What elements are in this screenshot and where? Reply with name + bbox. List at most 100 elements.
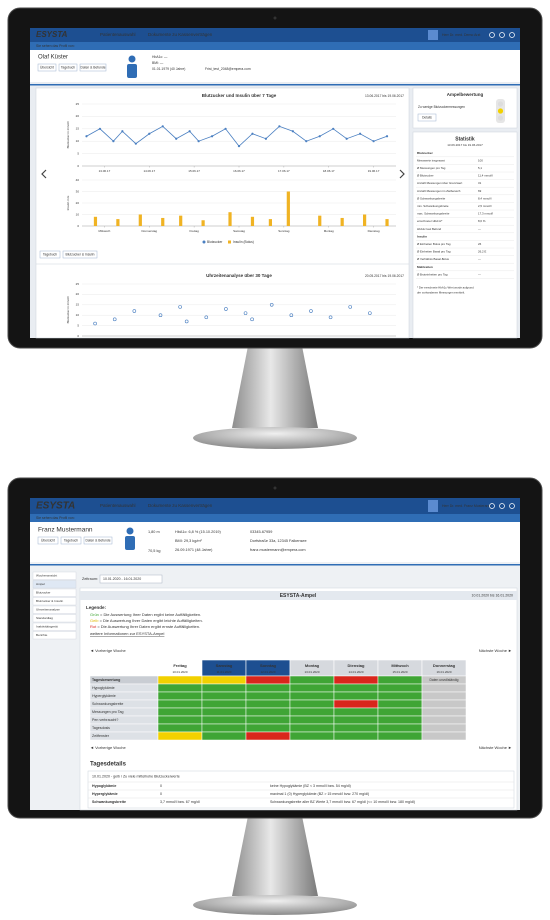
status-cell (201, 715, 247, 725)
status-cell (289, 683, 335, 693)
tab[interactable] (83, 536, 113, 545)
date-value[interactable]: 10.01.2020 - 16.01.2020 (103, 577, 141, 581)
status-cell (421, 723, 467, 733)
status-cell (289, 699, 335, 709)
nav-item[interactable]: Patientenauswahl (100, 32, 136, 37)
button[interactable] (417, 113, 437, 122)
sidebar-label[interactable]: Berichte (36, 633, 48, 637)
detail-value: 0 (160, 792, 162, 796)
profile-hint: Sie sehen das Profil von: (36, 516, 75, 520)
patient-info: 70,5 kg (148, 549, 160, 553)
tab[interactable] (37, 536, 59, 545)
stat-value: — (478, 227, 481, 231)
link[interactable]: weitere Informationen zur ESYSTA-Ampel (90, 631, 165, 636)
button-label[interactable]: Details (422, 115, 432, 119)
day-date: 13.01.2020 (304, 670, 319, 674)
header-icon[interactable] (489, 32, 495, 38)
x-tick-label: Freitag (189, 229, 199, 233)
header-icon[interactable] (499, 503, 505, 509)
link[interactable]: Nächste Woche ► (479, 745, 512, 750)
data-point (359, 132, 362, 135)
stat-value: 69 (478, 189, 482, 193)
header-icon[interactable] (499, 32, 505, 38)
legend-text: = Die Auswertung Ihrer Daten ergibt kein… (99, 612, 201, 617)
stat-value: 5,1 (478, 166, 482, 170)
date-input[interactable] (99, 574, 163, 584)
tab[interactable] (79, 63, 107, 72)
header-icon[interactable] (489, 503, 495, 509)
sidebar-label[interactable]: Uhrzeitenanalyse (36, 608, 60, 612)
tab-label[interactable]: Tagebuch (64, 538, 78, 542)
sidebar-label[interactable]: Blutzucker (36, 591, 50, 595)
button-label[interactable]: Tagebuch (43, 252, 57, 256)
tab-label[interactable]: Daten & Befunde (80, 65, 105, 69)
patient-panel (30, 50, 520, 82)
tab-label[interactable]: Übersicht (41, 538, 55, 542)
tab-label[interactable]: Daten & Befunde (85, 538, 110, 542)
stat-label: Ø Einheiten Bolus pro Tag (417, 242, 451, 246)
sidebar-item[interactable] (32, 580, 77, 589)
nav-item[interactable]: Dokumente zu Kassenverträgen (148, 503, 213, 508)
sidebar-item[interactable] (32, 588, 77, 597)
nav-item[interactable]: Dokumente zu Kassenverträgen (148, 32, 213, 37)
sidebar-label[interactable]: Wochenansicht (36, 574, 57, 578)
button-label[interactable]: Blutzucker & Insulin (66, 252, 95, 256)
legend-title: Legende: (86, 605, 107, 610)
status-cell (377, 715, 423, 725)
detail-text: Schwankungsbreite aller BZ Werte 3,7 mmo… (270, 800, 415, 804)
data-point (305, 140, 308, 143)
data-point (251, 132, 254, 135)
button[interactable] (62, 250, 98, 259)
tab[interactable] (60, 536, 82, 545)
profile-bar (30, 514, 520, 522)
y-tick-label: 5 (77, 151, 79, 155)
header-icon[interactable] (509, 32, 515, 38)
tab[interactable] (37, 63, 57, 72)
section-title: Blutzucker (417, 151, 434, 155)
sidebar-item[interactable] (32, 622, 77, 631)
sidebar-item[interactable] (32, 597, 77, 606)
sidebar-label[interactable]: Standardtag (36, 616, 53, 620)
sidebar-label[interactable]: Ampel (36, 582, 45, 586)
data-point (197, 140, 200, 143)
status-cell (421, 683, 467, 693)
status-cell (289, 675, 335, 685)
detail-label: Hypoglykämie (92, 784, 116, 788)
day-date: 10.01.2020 (172, 670, 187, 674)
sidebar-label[interactable]: Blutzucker & Insulin (36, 599, 63, 603)
sidebar-item[interactable] (32, 571, 77, 580)
link[interactable]: ◄ Vorherige Woche (90, 648, 126, 653)
sidebar-item[interactable] (32, 631, 77, 640)
status-cell (421, 707, 467, 717)
sidebar-item[interactable] (32, 605, 77, 614)
nav-arrow[interactable] (399, 169, 405, 179)
header-icon[interactable] (509, 503, 515, 509)
tab-label[interactable]: Tagebuch (61, 65, 75, 69)
nav-item[interactable]: Patientenauswahl (100, 503, 136, 508)
person-icon (127, 64, 137, 78)
tab[interactable] (58, 63, 78, 72)
status-cell (201, 723, 247, 733)
sidebar-label[interactable]: Inaktivitätsgerät (36, 625, 58, 629)
sidebar-item[interactable] (32, 614, 77, 623)
stat-value: 100 (478, 158, 483, 162)
y-tick-label: 10 (76, 139, 80, 143)
stat-label: min. Schwankungsbreite (417, 204, 449, 208)
status-cell (201, 731, 247, 741)
legend-line: Grün = Die Auswertung Ihrer Daten ergibt… (90, 612, 201, 617)
legend-swatch (228, 240, 231, 244)
tab-label[interactable]: Übersicht (40, 65, 54, 69)
link[interactable]: Nächste Woche ► (479, 648, 512, 653)
data-point (332, 127, 335, 130)
button[interactable] (39, 250, 61, 259)
patient-info: Frist_test_2048@empera.com (205, 67, 251, 71)
profile-hint: Sie sehen das Profil von: (36, 44, 75, 48)
header-bar (30, 498, 520, 514)
chart-subtitle: 13.06.2017 bis 19.06.2017 (365, 94, 404, 98)
legend-word: Gelb (90, 618, 99, 623)
link[interactable]: ◄ Vorherige Woche (90, 745, 126, 750)
stat-label: Anzahl Messungen im Zielbereich (417, 189, 461, 193)
patient-name: Olaf Küster (38, 55, 68, 61)
chart-title: Uhrzeitenanalyse über 30 Tage (206, 273, 272, 278)
nav-arrow[interactable] (41, 169, 47, 179)
